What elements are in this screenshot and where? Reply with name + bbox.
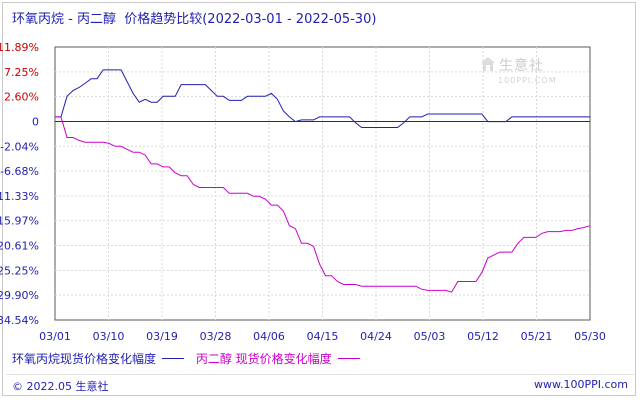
y-tick-label: -2.04%	[0, 140, 39, 153]
x-tick-label: 03/19	[146, 330, 178, 343]
x-tick-label: 03/10	[93, 330, 125, 343]
chart-frame	[2, 2, 636, 396]
legend-series-b-label: 丙二醇 现货价格变化幅度	[195, 352, 332, 366]
x-tick-label: 05/21	[521, 330, 553, 343]
x-tick-label: 04/06	[253, 330, 285, 343]
y-tick-label: 0	[32, 115, 39, 128]
x-tick-label: 04/24	[360, 330, 392, 343]
x-tick-label: 05/12	[467, 330, 499, 343]
y-tick-label: -29.90%	[0, 289, 39, 302]
y-axis-ticks: 11.89% 7.25% 2.60% 0 -2.04% -6.68% -11.33% -15.…	[0, 41, 39, 327]
watermark-logo-icon	[481, 57, 495, 71]
y-tick-label: -25.25%	[0, 264, 39, 277]
legend-series-a-swatch	[162, 358, 185, 359]
y-tick-label: -11.33%	[0, 190, 39, 203]
grid-lines	[54, 46, 591, 321]
footer-site-link[interactable]: www.100PPI.com	[534, 378, 628, 391]
watermark-url: 100PPI.COM	[498, 76, 557, 85]
y-tick-label: -34.54%	[0, 314, 39, 327]
series-lines	[55, 69, 591, 293]
y-tick-label: 7.25%	[4, 66, 39, 79]
series-line-propylene-glycol	[55, 116, 591, 293]
legend: 环氧丙烷现货价格变化幅度 丙二醇 现货价格变化幅度	[12, 350, 368, 367]
footer: © 2022.05 生意社 www.100PPI.com	[6, 374, 634, 393]
x-tick-label: 03/28	[200, 330, 232, 343]
legend-series-b-swatch	[337, 358, 360, 359]
y-tick-label: -6.68%	[0, 165, 39, 178]
x-axis-ticks: 03/01 03/10 03/19 03/28 04/06 04/15 04/24 05/03…	[39, 330, 606, 343]
y-tick-label: 11.89%	[0, 41, 39, 54]
y-tick-label: -20.61%	[0, 240, 39, 253]
watermark-brand: 生意社	[499, 58, 544, 74]
x-tick-label: 05/30	[574, 330, 606, 343]
chart-title: 环氧丙烷 - 丙二醇 价格趋势比较(2022-03-01 - 2022-05-3…	[12, 12, 377, 27]
series-line-propylene-oxide	[55, 69, 590, 128]
footer-copyright: © 2022.05 生意社	[12, 380, 109, 393]
legend-series-a-label: 环氧丙烷现货价格变化幅度	[12, 352, 157, 366]
y-tick-label: -15.97%	[0, 215, 39, 228]
y-tick-label: 2.60%	[4, 91, 39, 104]
x-tick-label: 04/15	[307, 330, 339, 343]
x-tick-label: 03/01	[39, 330, 71, 343]
x-tick-label: 05/03	[414, 330, 446, 343]
